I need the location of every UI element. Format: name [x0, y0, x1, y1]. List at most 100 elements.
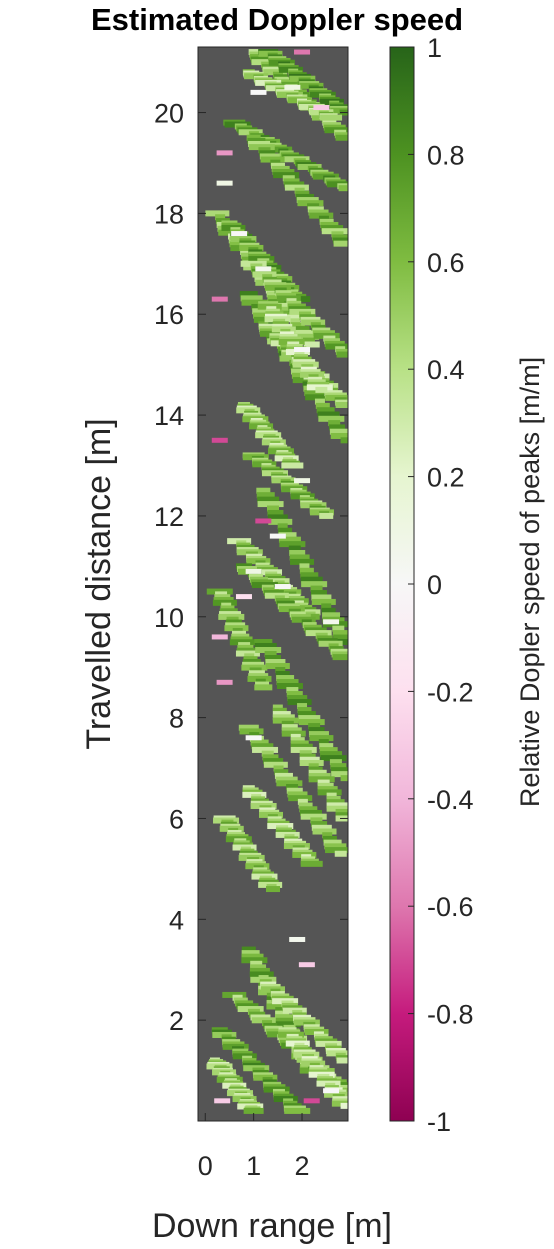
streak-cell — [272, 169, 295, 176]
streak-cell — [241, 953, 264, 960]
streak-cell — [318, 739, 329, 746]
streak-cell — [266, 1003, 291, 1010]
spot-cell — [313, 105, 330, 111]
streak-cell — [267, 505, 279, 512]
streak-cell — [287, 699, 312, 706]
streak-cell — [310, 585, 323, 592]
spot-cell — [245, 568, 262, 574]
streak-cell — [340, 437, 348, 444]
streak-cell — [284, 184, 309, 191]
streak-cell — [286, 787, 303, 794]
streak-cell — [330, 107, 348, 114]
streak-cell — [330, 763, 347, 770]
colorbar-tick-label: 1 — [427, 33, 442, 63]
streak-cell — [317, 411, 340, 418]
streak-cell — [289, 550, 306, 557]
streak-cell — [276, 780, 303, 787]
streak-cell — [319, 743, 334, 750]
streak-cell — [215, 214, 226, 221]
streak-cell — [326, 795, 341, 802]
streak-cell — [301, 581, 328, 588]
streak-cell — [241, 950, 260, 957]
plot-frame — [197, 46, 349, 1122]
streak-cell — [277, 302, 290, 309]
heatmap-marks — [205, 49, 348, 1114]
streak-cell — [240, 248, 251, 255]
spot-cell — [235, 594, 252, 600]
spot-cell — [294, 347, 311, 353]
streak-cell — [308, 769, 327, 776]
streak-cell — [253, 312, 274, 319]
spot-cell — [245, 735, 262, 741]
streak-cell — [333, 240, 348, 247]
streak-cell — [329, 428, 348, 435]
streak-cell — [329, 424, 346, 431]
streak-cell — [292, 329, 315, 336]
streak-cell — [311, 821, 328, 828]
spot-cell — [250, 89, 267, 95]
streak-cell — [274, 1017, 297, 1024]
streak-cell — [329, 759, 342, 766]
colorbar-tick-label: -0.2 — [427, 677, 474, 707]
streak-cell — [304, 389, 325, 396]
streak-cell — [243, 1107, 264, 1114]
streak-cell — [268, 518, 293, 525]
streak-cell — [299, 756, 320, 763]
streak-cell — [321, 607, 336, 614]
spot-cell — [303, 1098, 320, 1104]
streak-cell — [317, 789, 342, 796]
streak-cell — [275, 776, 298, 783]
spot-cell — [211, 634, 228, 640]
streak-cell — [333, 634, 348, 641]
streak-cell — [319, 747, 338, 754]
streak-cell — [316, 407, 335, 414]
colorbar-tick-label: 0 — [427, 570, 442, 600]
streak-cell — [241, 299, 268, 306]
y-axis: 2 4 6 8 10 12 14 16 18 20 — [154, 99, 348, 1036]
streak-cell — [331, 1100, 348, 1107]
streak-cell — [281, 724, 298, 731]
streak-cell — [254, 684, 273, 691]
streak-cell — [320, 755, 347, 762]
y-tick-label: 2 — [169, 1006, 184, 1036]
streak-cell — [275, 667, 286, 674]
streak-cell — [287, 695, 308, 702]
streak-cell — [308, 731, 329, 738]
y-tick-label: 6 — [169, 804, 184, 834]
streak-cell — [275, 1010, 290, 1017]
streak-cell — [299, 760, 324, 766]
streak-cell — [300, 576, 323, 583]
streak-cell — [307, 206, 324, 213]
streak — [242, 69, 343, 121]
streak-cell — [303, 341, 320, 348]
colorbar-label: Relative Dopler speed of peaks [m/m] — [515, 357, 545, 807]
streak — [235, 563, 348, 661]
streak-cell — [239, 291, 258, 298]
streak — [240, 260, 348, 358]
streak-cell — [263, 761, 288, 768]
spot-cell — [255, 518, 272, 524]
streak-cell — [255, 646, 282, 653]
streak-cell — [287, 791, 308, 798]
x-axis-label: Down range [m] — [152, 1207, 392, 1245]
streak-cell — [335, 808, 348, 815]
colorbar-ticks: 1 0.8 0.6 0.4 0.2 0 -0.2 -0.4 -0.6 -0.8 -1 — [408, 33, 474, 1137]
streak-cell — [256, 487, 271, 494]
streak-cell — [322, 835, 337, 842]
streak-cell — [290, 746, 317, 753]
streak-cell — [290, 558, 315, 565]
streak-cell — [326, 802, 348, 809]
colorbar-tick-label: 0.6 — [427, 248, 465, 278]
streak — [242, 785, 323, 867]
x-tick-label: 2 — [295, 1151, 310, 1181]
colorbar-tick-label: -0.6 — [427, 892, 474, 922]
streak-cell — [312, 828, 337, 835]
streak-cell — [283, 178, 300, 185]
streak-cell — [297, 707, 312, 714]
spot-cell — [216, 679, 233, 685]
streak-cell — [240, 252, 255, 259]
streak-cell — [252, 308, 269, 315]
streak-cell — [340, 775, 348, 782]
streak-cell — [272, 714, 295, 721]
